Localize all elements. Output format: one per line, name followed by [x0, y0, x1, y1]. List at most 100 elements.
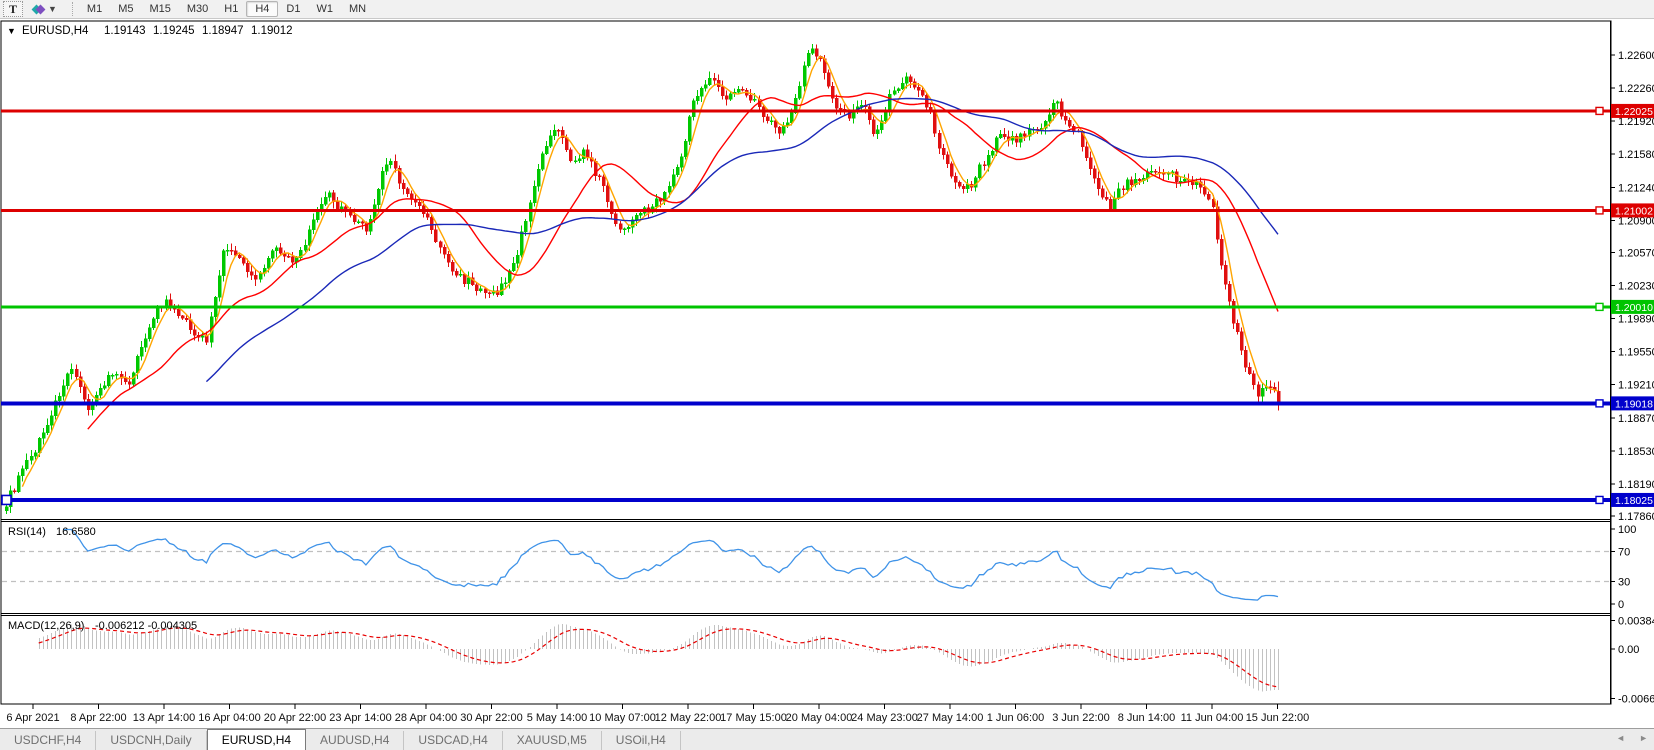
candle-body [1206, 194, 1211, 200]
hline-handle-right[interactable] [1595, 106, 1604, 116]
candle-body [957, 182, 962, 187]
tab-scroll-left-icon[interactable]: ◄ [1616, 733, 1626, 743]
hline-handle-left[interactable] [1, 494, 12, 506]
candle-body [102, 385, 107, 389]
candle-body [1059, 101, 1064, 117]
candle-body [802, 65, 807, 87]
chart-symbol: EURUSD,H4 [22, 25, 89, 37]
candle-body [127, 381, 132, 385]
date-label: 15 Jun 22:00 [1246, 712, 1310, 724]
candle-body [1153, 170, 1158, 173]
candle-body [1260, 388, 1265, 397]
tab-usdchf-h4[interactable]: USDCHF,H4 [0, 731, 97, 750]
candle-body [1125, 179, 1130, 190]
candle-body [298, 249, 303, 259]
candle-body [376, 189, 381, 206]
candle-body [360, 221, 365, 224]
timeframe-button-mn[interactable]: MN [348, 3, 367, 15]
candle-body [151, 318, 156, 328]
candle-body [1235, 322, 1240, 332]
candle-body [904, 76, 909, 84]
date-label: 16 Apr 04:00 [198, 712, 260, 724]
candle-body [887, 93, 892, 113]
candle-body [515, 254, 520, 264]
symbol-tabs: USDCHF,H4 USDCNH,Daily EURUSD,H4 AUDUSD,H4 U… [0, 729, 681, 750]
candle-body [45, 424, 50, 433]
timeframe-button-h1[interactable]: H1 [224, 3, 239, 15]
macd-tick-label: -0.006691 [1618, 694, 1654, 706]
candle-body [712, 78, 717, 81]
price-tick-label: 1.18870 [1618, 413, 1654, 425]
timeframe-button-m5[interactable]: M5 [118, 3, 134, 15]
tab-audusd-h4[interactable]: AUDUSD,H4 [306, 731, 405, 750]
timeframe-button-d1[interactable]: D1 [286, 3, 301, 15]
candle-body [319, 204, 324, 210]
candle-body [573, 160, 578, 162]
chart-canvas[interactable]: 1.22600 1.22260 1.21920 1.21580 1.21240 1.209… [0, 19, 1654, 728]
candle-body [106, 375, 111, 386]
candle-body [442, 246, 447, 255]
tab-usoil-h4[interactable]: USOil,H4 [602, 731, 681, 750]
candle-body [724, 95, 729, 100]
hline-handle-right[interactable] [1595, 495, 1604, 505]
candle-body [249, 271, 254, 276]
timeframe-button-m30[interactable]: M30 [186, 3, 209, 15]
timeframe-button-w1[interactable]: W1 [316, 3, 333, 15]
candle-body [695, 95, 700, 101]
candle-body [1227, 284, 1232, 302]
symbol-dropdown-icon[interactable]: ▼ [7, 26, 16, 36]
price-tick-label: 1.20230 [1618, 280, 1654, 292]
candle-body [1100, 188, 1105, 198]
hline-handle-right[interactable] [1595, 206, 1604, 215]
hline-price-label: 1.20010 [1615, 302, 1653, 314]
candle-body [270, 250, 275, 259]
tab-scroll-right-icon[interactable]: ► [1639, 733, 1648, 743]
tab-usdcad-h4[interactable]: USDCAD,H4 [404, 731, 503, 750]
ma-line-50 [205, 97, 1279, 383]
candle-body [826, 72, 831, 87]
candle-body [924, 95, 929, 108]
candle-body [16, 475, 21, 492]
candle-body [560, 130, 565, 138]
candle-body [57, 395, 62, 401]
price-tick-label: 1.18190 [1618, 479, 1654, 491]
candle-body [192, 329, 197, 336]
hline-handle-right[interactable] [1595, 399, 1604, 408]
candle-body [834, 98, 839, 109]
text-tool-button[interactable]: T [3, 1, 23, 17]
candle-body [433, 229, 438, 242]
date-label: 17 May 15:00 [720, 712, 787, 724]
timeframe-button-m1[interactable]: M1 [86, 3, 103, 15]
ohlc-low: 1.18947 [202, 25, 244, 37]
candle-body [446, 253, 451, 263]
tab-xauusd-m5[interactable]: XAUUSD,M5 [503, 731, 602, 750]
macd-values: -0.006212 -0.004305 [95, 620, 197, 632]
price-tick-label: 1.17860 [1618, 511, 1654, 523]
candle-body [552, 129, 557, 137]
macd-tick-label: 0.003849 [1618, 615, 1654, 627]
candle-body [871, 119, 876, 134]
date-label: 3 Jun 22:00 [1052, 712, 1110, 724]
date-label: 12 May 22:00 [655, 712, 722, 724]
timeframe-button-m15[interactable]: M15 [149, 3, 171, 15]
tab-usdcnh-daily[interactable]: USDCNH,Daily [96, 731, 207, 750]
candle-body [258, 272, 263, 280]
candle-body [707, 78, 712, 86]
hline-price-box [1611, 299, 1654, 314]
candle-body [450, 261, 455, 272]
candle-body [483, 288, 488, 293]
candle-body [949, 163, 954, 177]
colors-dropdown-button[interactable]: ▼ [29, 1, 61, 17]
tab-eurusd-h4[interactable]: EURUSD,H4 [206, 729, 307, 750]
timeframe-button-h4[interactable]: H4 [246, 1, 279, 17]
candle-body [1219, 239, 1224, 266]
candle-body [867, 106, 872, 121]
hline-price-label: 1.22025 [1615, 106, 1653, 118]
price-tick-label: 1.18530 [1618, 446, 1654, 458]
candle-body [1211, 198, 1216, 208]
hline-handle-right[interactable] [1595, 302, 1604, 312]
candle-body [1067, 119, 1072, 127]
candle-body [429, 217, 434, 230]
candle-body [1014, 136, 1019, 143]
date-label: 20 Apr 22:00 [264, 712, 326, 724]
